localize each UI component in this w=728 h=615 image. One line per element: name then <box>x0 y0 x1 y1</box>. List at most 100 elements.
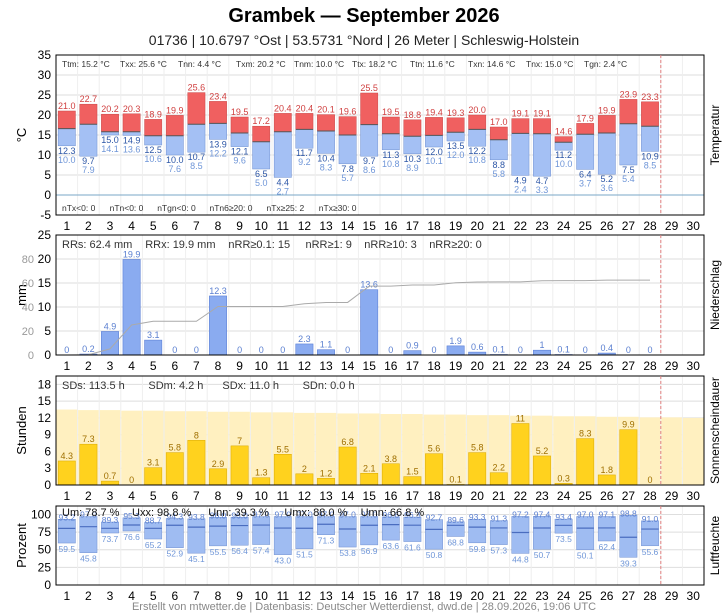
temp-stat-label: Ttn: 11.6 °C <box>410 59 455 69</box>
humidity-range-bar <box>252 516 271 545</box>
tmax-bar <box>425 117 443 136</box>
x-tick-label: 4 <box>128 489 135 503</box>
humidity-min-value: 73.7 <box>102 534 119 544</box>
tmin-bar <box>425 135 443 148</box>
tground-value: 10.8 <box>382 159 400 169</box>
precip-value: 12.3 <box>209 286 227 296</box>
tmin-value: 4.4 <box>277 177 290 187</box>
temp-stat-label: Tnm: 10.0 °C <box>294 59 344 69</box>
sunshine-value: 5.5 <box>277 444 290 454</box>
x-tick-label: 14 <box>341 219 355 233</box>
y-tick-label: 5 <box>44 324 51 338</box>
tground-value: 12.0 <box>447 150 465 160</box>
tmin-value: 10.3 <box>404 154 422 164</box>
temp-stat-label: Txm: 20.2 °C <box>236 59 286 69</box>
humidity-min-value: 62.4 <box>599 542 616 552</box>
panel-frame <box>55 375 705 486</box>
humidity-min-value: 55.5 <box>210 547 227 557</box>
tmax-bar <box>533 118 551 135</box>
x-tick-label: 23 <box>535 489 549 503</box>
tground-value: 12.2 <box>209 148 227 158</box>
humidity-min-value: 52.9 <box>167 549 184 559</box>
tground-value: 3.3 <box>536 185 549 195</box>
tmin-value: 13.9 <box>209 139 227 149</box>
tmin-bar <box>554 141 573 151</box>
precip-bar <box>446 345 465 356</box>
tmax-bar <box>122 113 141 133</box>
tmin-bar <box>57 128 76 147</box>
sun-stat-label: SDn: 0.0 h <box>303 380 355 392</box>
humidity-max-value: 89.3 <box>102 515 119 525</box>
x-tick-label: 13 <box>319 219 333 233</box>
temp-stat-label: Txn: 14.6 °C <box>468 59 515 69</box>
tmin-value: 10.9 <box>641 151 659 161</box>
tmin-value: 12.0 <box>425 147 443 157</box>
humidity-range-bar <box>597 516 616 542</box>
sunshine-value: 2.2 <box>493 463 506 473</box>
humidity-min-value: 65.2 <box>145 540 162 550</box>
sunshine-bar <box>360 473 379 486</box>
tmax-value: 20.4 <box>274 103 292 113</box>
tmin-value: 6.4 <box>579 169 592 179</box>
precip-value: 0 <box>237 345 242 355</box>
tground-value: 5.7 <box>341 173 354 183</box>
tground-value: 8.5 <box>644 160 657 170</box>
tmax-value: 17.9 <box>576 113 594 123</box>
tmax-bar <box>144 119 163 137</box>
cum-tick-label: 60 <box>22 278 34 290</box>
tground-value: 5.8 <box>493 169 506 179</box>
humidity-stat-label: Umx: 88.0 % <box>284 507 347 519</box>
tground-value: 14.1 <box>101 144 119 154</box>
x-tick-label: 17 <box>406 489 420 503</box>
x-tick-label: 2 <box>85 219 92 233</box>
precip-bar <box>533 349 551 356</box>
tground-value: 10.8 <box>468 155 486 165</box>
x-tick-label: 6 <box>171 219 178 233</box>
tmax-bar <box>576 123 595 135</box>
y-tick-label: 0 <box>44 348 51 362</box>
x-tick-label: 26 <box>600 359 614 373</box>
y-tick-label: 25 <box>38 228 52 242</box>
sun-stat-label: SDx: 11.0 h <box>222 380 279 392</box>
possible-sunshine-bar <box>358 413 380 485</box>
x-tick-label: 21 <box>492 359 506 373</box>
precip-bar <box>403 350 422 356</box>
x-tick-label: 7 <box>193 359 200 373</box>
x-tick-label: 7 <box>193 489 200 503</box>
humidity-max-value: 97.0 <box>339 510 356 520</box>
tmin-bar <box>295 129 314 149</box>
tmax-value: 20.0 <box>468 105 486 115</box>
temp-stat-label: Tgn: 2.4 °C <box>584 59 627 69</box>
humidity-max-value: 88.7 <box>145 515 162 525</box>
x-tick-label: 13 <box>319 589 333 600</box>
precip-value: 1.9 <box>449 336 462 346</box>
tmin-value: 7.8 <box>341 164 354 174</box>
humidity-min-value: 68.8 <box>447 537 464 547</box>
x-tick-label: 10 <box>255 359 269 373</box>
humidity-max-value: 96.3 <box>404 510 421 520</box>
tmin-bar <box>273 131 292 178</box>
humidity-min-value: 61.6 <box>404 543 421 553</box>
x-tick-label: 18 <box>427 359 441 373</box>
humidity-min-value: 44.8 <box>512 554 529 564</box>
humidity-range-bar <box>489 520 508 545</box>
tmax-value: 22.7 <box>80 94 98 104</box>
x-tick-label: 23 <box>535 589 549 600</box>
tground-value: 8.3 <box>320 162 333 172</box>
humidity-range-bar <box>230 517 249 546</box>
panel-side-label: Sonnenscheindauer <box>708 377 722 484</box>
y-axis-label: °C <box>14 128 29 143</box>
precip-value: 4.9 <box>104 321 117 331</box>
tmin-bar <box>230 132 249 147</box>
tground-value: 9.6 <box>233 156 246 166</box>
humidity-max-value: 97.0 <box>80 510 97 520</box>
humidity-range-bar <box>641 520 659 547</box>
tground-value: 8.9 <box>406 163 419 173</box>
tmin-value: 5.2 <box>601 174 614 184</box>
humidity-min-value: 76.6 <box>123 532 140 542</box>
tmax-value: 19.9 <box>598 105 616 115</box>
humidity-max-value: 93.2 <box>59 512 76 522</box>
possible-sunshine-bar <box>250 412 272 485</box>
